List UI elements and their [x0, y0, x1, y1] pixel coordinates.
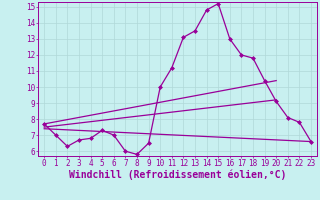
X-axis label: Windchill (Refroidissement éolien,°C): Windchill (Refroidissement éolien,°C) [69, 169, 286, 180]
